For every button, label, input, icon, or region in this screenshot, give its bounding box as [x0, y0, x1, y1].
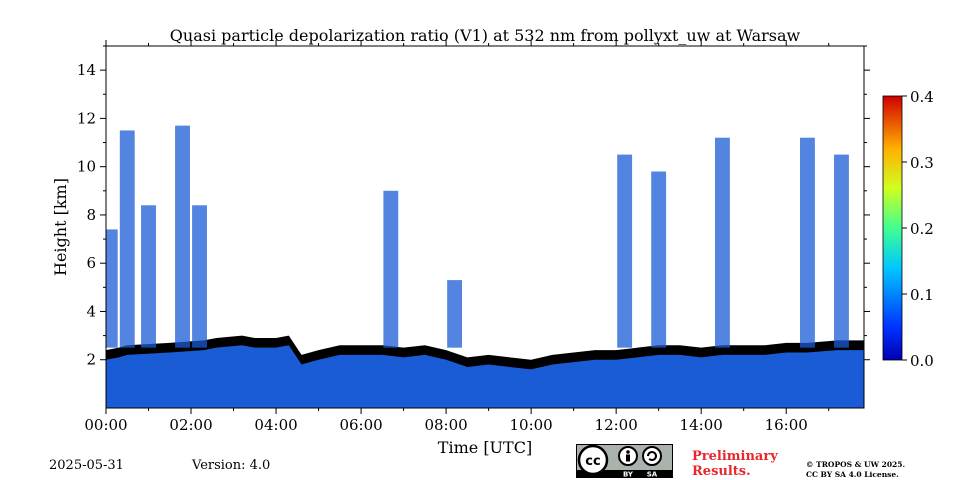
colorbar-tick-label: 0.4: [910, 88, 934, 106]
copyright-line1: © TROPOS & UW 2025.: [806, 460, 906, 469]
y-tick-label: 10: [77, 158, 96, 176]
boundary-layer-depol: [106, 345, 864, 408]
colorbar-tick-label: 0.0: [910, 352, 934, 370]
colorbar-axis: 0.0 0.1 0.2 0.3 0.4: [902, 88, 934, 370]
cloud-column-1: [119, 130, 135, 348]
x-tick-label: 08:00: [424, 416, 467, 434]
footer-version: Version: 4.0: [192, 458, 271, 473]
y-tick-label: 14: [77, 61, 96, 79]
svg-text:cc: cc: [585, 454, 600, 469]
share-alike-icon: [642, 446, 662, 466]
cloud-column-8: [651, 171, 667, 348]
cloud-column-3: [175, 125, 190, 348]
y-axis-label: Height [km]: [51, 178, 70, 276]
copyright-line2: CC BY SA 4.0 License.: [806, 470, 899, 479]
x-tick-label: 12:00: [595, 416, 638, 434]
x-tick-label: 04:00: [254, 416, 297, 434]
y-tick-label: 12: [77, 109, 96, 127]
y-tick-label: 8: [86, 206, 96, 224]
colorbar-tick-label: 0.2: [910, 220, 934, 238]
y-tick-label: 6: [86, 254, 96, 272]
chart-title: Quasi particle depolarization ratio (V1)…: [170, 26, 801, 45]
cloud-column-6: [447, 280, 463, 348]
preliminary-line2: Results.: [692, 464, 751, 479]
x-axis-label: Time [UTC]: [438, 438, 532, 457]
y-axis: 2 4 6 8 10 12 14: [77, 45, 870, 369]
cc-icon: [577, 444, 609, 476]
y-tick-label: 4: [86, 302, 96, 320]
x-tick-label: 00:00: [84, 416, 127, 434]
x-axis: 00:00 02:00 04:00 06:00 08:00 10:00 12:00 14:00…: [84, 40, 830, 434]
x-tick-label: 10:00: [510, 416, 553, 434]
cloud-column-0: [106, 229, 118, 348]
cloud-column-10: [800, 137, 815, 348]
x-tick-label: 02:00: [169, 416, 212, 434]
cloud-column-9: [714, 137, 730, 348]
cloud-column-5: [383, 190, 399, 348]
cc-license-badge: cc BY SA: [576, 444, 673, 478]
x-tick-label: 06:00: [339, 416, 382, 434]
plot-area: [106, 46, 864, 408]
plot-frame: [105, 45, 865, 409]
copyright-notice: © TROPOS & UW 2025. CC BY SA 4.0 License…: [806, 460, 905, 480]
y-tick-label: 2: [86, 351, 96, 369]
cloud-column-2: [141, 205, 156, 348]
cc-by-label: BY: [623, 471, 634, 479]
cloud-column-4: [192, 205, 207, 348]
colorbar-tick-label: 0.3: [910, 154, 934, 172]
footer-date: 2025-05-31: [49, 458, 124, 473]
colorbar-tick-label: 0.1: [910, 286, 934, 304]
x-tick-label: 16:00: [765, 416, 808, 434]
x-tick-label: 14:00: [680, 416, 723, 434]
cloud-column-11: [834, 154, 849, 348]
preliminary-notice: Preliminary Results.: [692, 449, 778, 479]
cloud-column-7: [617, 154, 633, 348]
preliminary-line1: Preliminary: [692, 449, 778, 464]
cc-sa-label: SA: [647, 471, 658, 479]
colorbar: [882, 95, 903, 361]
